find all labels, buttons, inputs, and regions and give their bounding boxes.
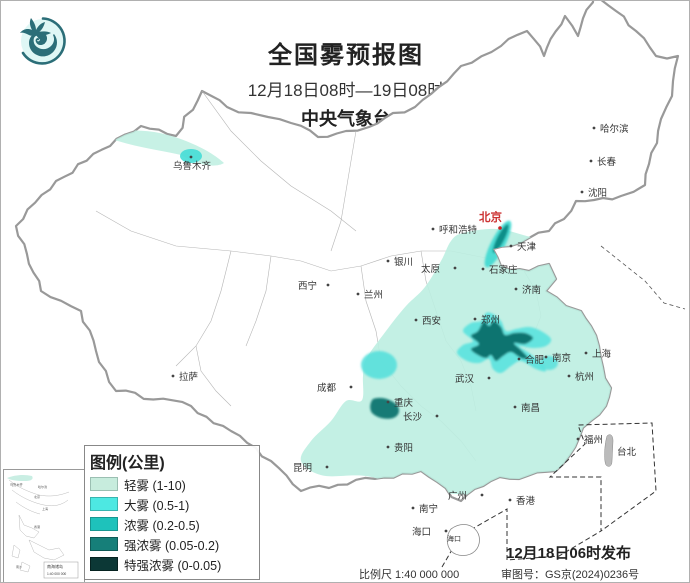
svg-text:西宁: 西宁	[298, 280, 317, 292]
svg-text:重庆: 重庆	[394, 397, 414, 409]
svg-text:北京: 北京	[34, 494, 40, 499]
svg-text:北京: 北京	[479, 210, 502, 224]
svg-text:乌鲁木齐: 乌鲁木齐	[10, 482, 24, 487]
svg-text:南沙: 南沙	[16, 564, 22, 569]
svg-text:哈尔滨: 哈尔滨	[38, 484, 47, 489]
svg-text:南京: 南京	[552, 352, 571, 364]
svg-text:台北: 台北	[617, 446, 637, 458]
svg-text:南海诸岛: 南海诸岛	[47, 563, 63, 569]
svg-text:海口: 海口	[447, 534, 461, 543]
svg-text:银川: 银川	[394, 256, 413, 268]
svg-text:郑州: 郑州	[481, 314, 500, 326]
svg-text:武汉: 武汉	[455, 373, 475, 385]
svg-text:哈尔滨: 哈尔滨	[600, 123, 629, 135]
svg-text:杭州: 杭州	[575, 371, 594, 383]
svg-text:福州: 福州	[584, 434, 603, 446]
svg-text:石家庄: 石家庄	[489, 264, 518, 276]
svg-text:南昌: 南昌	[521, 402, 540, 414]
svg-text:香港: 香港	[34, 524, 40, 529]
svg-text:长春: 长春	[597, 156, 617, 168]
svg-text:沈阳: 沈阳	[588, 187, 607, 199]
svg-text:海口: 海口	[412, 526, 431, 538]
svg-text:呼和浩特: 呼和浩特	[439, 224, 478, 236]
svg-text:成都: 成都	[317, 382, 337, 394]
svg-text:长沙: 长沙	[403, 411, 423, 423]
svg-text:香港: 香港	[516, 495, 536, 507]
svg-text:天津: 天津	[517, 242, 537, 253]
svg-text:昆明: 昆明	[293, 463, 312, 474]
svg-text:兰州: 兰州	[364, 289, 383, 301]
svg-text:西安: 西安	[422, 315, 441, 327]
svg-text:上海: 上海	[42, 506, 48, 511]
svg-text:太原: 太原	[421, 263, 440, 275]
svg-text:广州: 广州	[448, 490, 467, 502]
svg-text:济南: 济南	[522, 284, 541, 296]
svg-text:南宁: 南宁	[419, 503, 438, 515]
svg-text:1:40 000 000: 1:40 000 000	[47, 572, 66, 576]
svg-text:乌鲁木齐: 乌鲁木齐	[173, 160, 212, 172]
svg-text:上海: 上海	[592, 348, 612, 360]
svg-text:合肥: 合肥	[525, 354, 545, 366]
svg-text:拉萨: 拉萨	[179, 371, 199, 383]
svg-text:贵阳: 贵阳	[394, 442, 413, 454]
